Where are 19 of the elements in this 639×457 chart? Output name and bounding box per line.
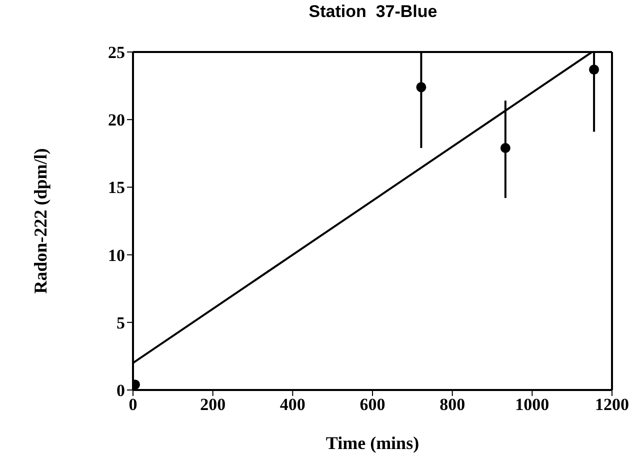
- y-tick-label: 0: [116, 381, 125, 400]
- point: [500, 142, 510, 153]
- x-tick-label: 0: [128, 395, 138, 414]
- y-axis-title: Radon-222 (dpm/l): [30, 148, 50, 294]
- x-tick-label: 400: [280, 395, 306, 414]
- x-tick-label: 800: [440, 395, 466, 414]
- y-tick-label: 15: [108, 178, 125, 198]
- x-tick-label: 600: [360, 395, 386, 414]
- point: [416, 82, 426, 92]
- y-tick-label: 10: [108, 246, 125, 265]
- y-tick-label: 25: [108, 43, 125, 62]
- chart-title: Station 37-Blue: [308, 2, 438, 22]
- point: [589, 64, 600, 75]
- x-axis-title: Time (mins): [326, 433, 420, 453]
- y-tick-label: 20: [108, 110, 125, 130]
- x-tick-label: 1000: [515, 395, 550, 414]
- x-tick-label: 1200: [595, 395, 629, 414]
- y-tick-label: 5: [116, 313, 125, 332]
- x-tick-label: 200: [200, 395, 226, 414]
